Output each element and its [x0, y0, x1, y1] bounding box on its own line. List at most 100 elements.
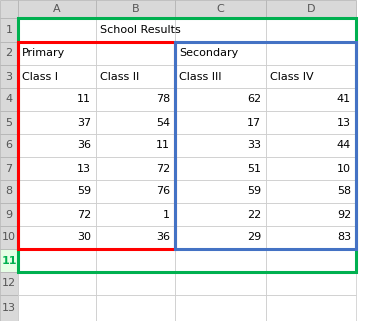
Bar	[266, 180, 356, 203]
Text: 13: 13	[77, 163, 91, 173]
Text: 41: 41	[337, 94, 351, 105]
Bar	[18, 0, 96, 18]
Text: 17: 17	[247, 117, 261, 127]
Bar	[0, 88, 18, 111]
Bar	[175, 111, 266, 134]
Bar	[96, 203, 175, 226]
Bar	[0, 0, 18, 18]
Bar	[175, 226, 266, 249]
Text: 2: 2	[5, 48, 12, 58]
Bar	[266, 157, 356, 180]
Text: 37: 37	[77, 117, 91, 127]
Bar	[96, 180, 175, 203]
Bar	[0, 249, 18, 272]
Text: 22: 22	[247, 210, 261, 220]
Bar	[0, 157, 18, 180]
Text: 12: 12	[2, 279, 16, 289]
Bar	[96, 42, 175, 65]
Text: 72: 72	[156, 163, 170, 173]
Text: 78: 78	[156, 94, 170, 105]
Text: Class IV: Class IV	[270, 72, 314, 82]
Bar	[175, 18, 266, 42]
Bar	[0, 111, 18, 134]
Text: D: D	[307, 4, 315, 14]
Bar	[18, 249, 96, 272]
Text: 36: 36	[156, 232, 170, 242]
Bar	[18, 134, 96, 157]
Text: 44: 44	[337, 141, 351, 151]
Bar	[266, 65, 356, 88]
Bar	[175, 88, 266, 111]
Bar	[175, 203, 266, 226]
Bar	[96, 157, 175, 180]
Bar	[0, 203, 18, 226]
Bar	[18, 295, 96, 321]
Bar	[175, 157, 266, 180]
Bar	[175, 295, 266, 321]
Text: 92: 92	[337, 210, 351, 220]
Text: 83: 83	[337, 232, 351, 242]
Bar	[18, 88, 96, 111]
Bar	[18, 272, 96, 295]
Text: 8: 8	[5, 187, 12, 196]
Bar	[175, 42, 356, 249]
Bar	[175, 180, 266, 203]
Bar	[0, 42, 18, 65]
Bar	[175, 134, 266, 157]
Text: 10: 10	[2, 232, 16, 242]
Text: C: C	[217, 4, 224, 14]
Bar	[96, 295, 175, 321]
Bar	[175, 0, 266, 18]
Bar	[96, 18, 175, 42]
Text: B: B	[132, 4, 139, 14]
Text: 36: 36	[77, 141, 91, 151]
Text: 6: 6	[6, 141, 12, 151]
Bar	[96, 226, 175, 249]
Bar	[18, 226, 96, 249]
Text: 72: 72	[77, 210, 91, 220]
Text: 58: 58	[337, 187, 351, 196]
Text: Class II: Class II	[100, 72, 139, 82]
Bar	[175, 42, 266, 65]
Bar	[96, 88, 175, 111]
Bar	[266, 249, 356, 272]
Text: 11: 11	[1, 256, 17, 265]
Bar	[96, 134, 175, 157]
Bar	[266, 111, 356, 134]
Text: 5: 5	[6, 117, 12, 127]
Bar	[266, 42, 356, 65]
Text: 59: 59	[77, 187, 91, 196]
Bar	[96, 0, 175, 18]
Text: 1: 1	[6, 25, 12, 35]
Text: Class III: Class III	[179, 72, 221, 82]
Text: A: A	[53, 4, 61, 14]
Text: 11: 11	[156, 141, 170, 151]
Bar	[18, 65, 96, 88]
Text: Secondary: Secondary	[179, 48, 238, 58]
Bar	[96, 249, 175, 272]
Text: 29: 29	[247, 232, 261, 242]
Bar	[266, 295, 356, 321]
Bar	[18, 157, 96, 180]
Text: School Results: School Results	[100, 25, 181, 35]
Text: 59: 59	[247, 187, 261, 196]
Text: 7: 7	[5, 163, 12, 173]
Bar	[266, 272, 356, 295]
Text: 11: 11	[77, 94, 91, 105]
Bar	[266, 0, 356, 18]
Bar	[0, 226, 18, 249]
Text: 3: 3	[6, 72, 12, 82]
Text: 13: 13	[2, 303, 16, 313]
Bar	[0, 134, 18, 157]
Bar	[0, 295, 18, 321]
Bar	[18, 180, 96, 203]
Text: Primary: Primary	[22, 48, 65, 58]
Bar	[18, 111, 96, 134]
Bar	[18, 42, 175, 249]
Bar	[18, 203, 96, 226]
Bar	[175, 65, 266, 88]
Text: 4: 4	[5, 94, 12, 105]
Text: 33: 33	[247, 141, 261, 151]
Text: Class I: Class I	[22, 72, 58, 82]
Bar	[266, 226, 356, 249]
